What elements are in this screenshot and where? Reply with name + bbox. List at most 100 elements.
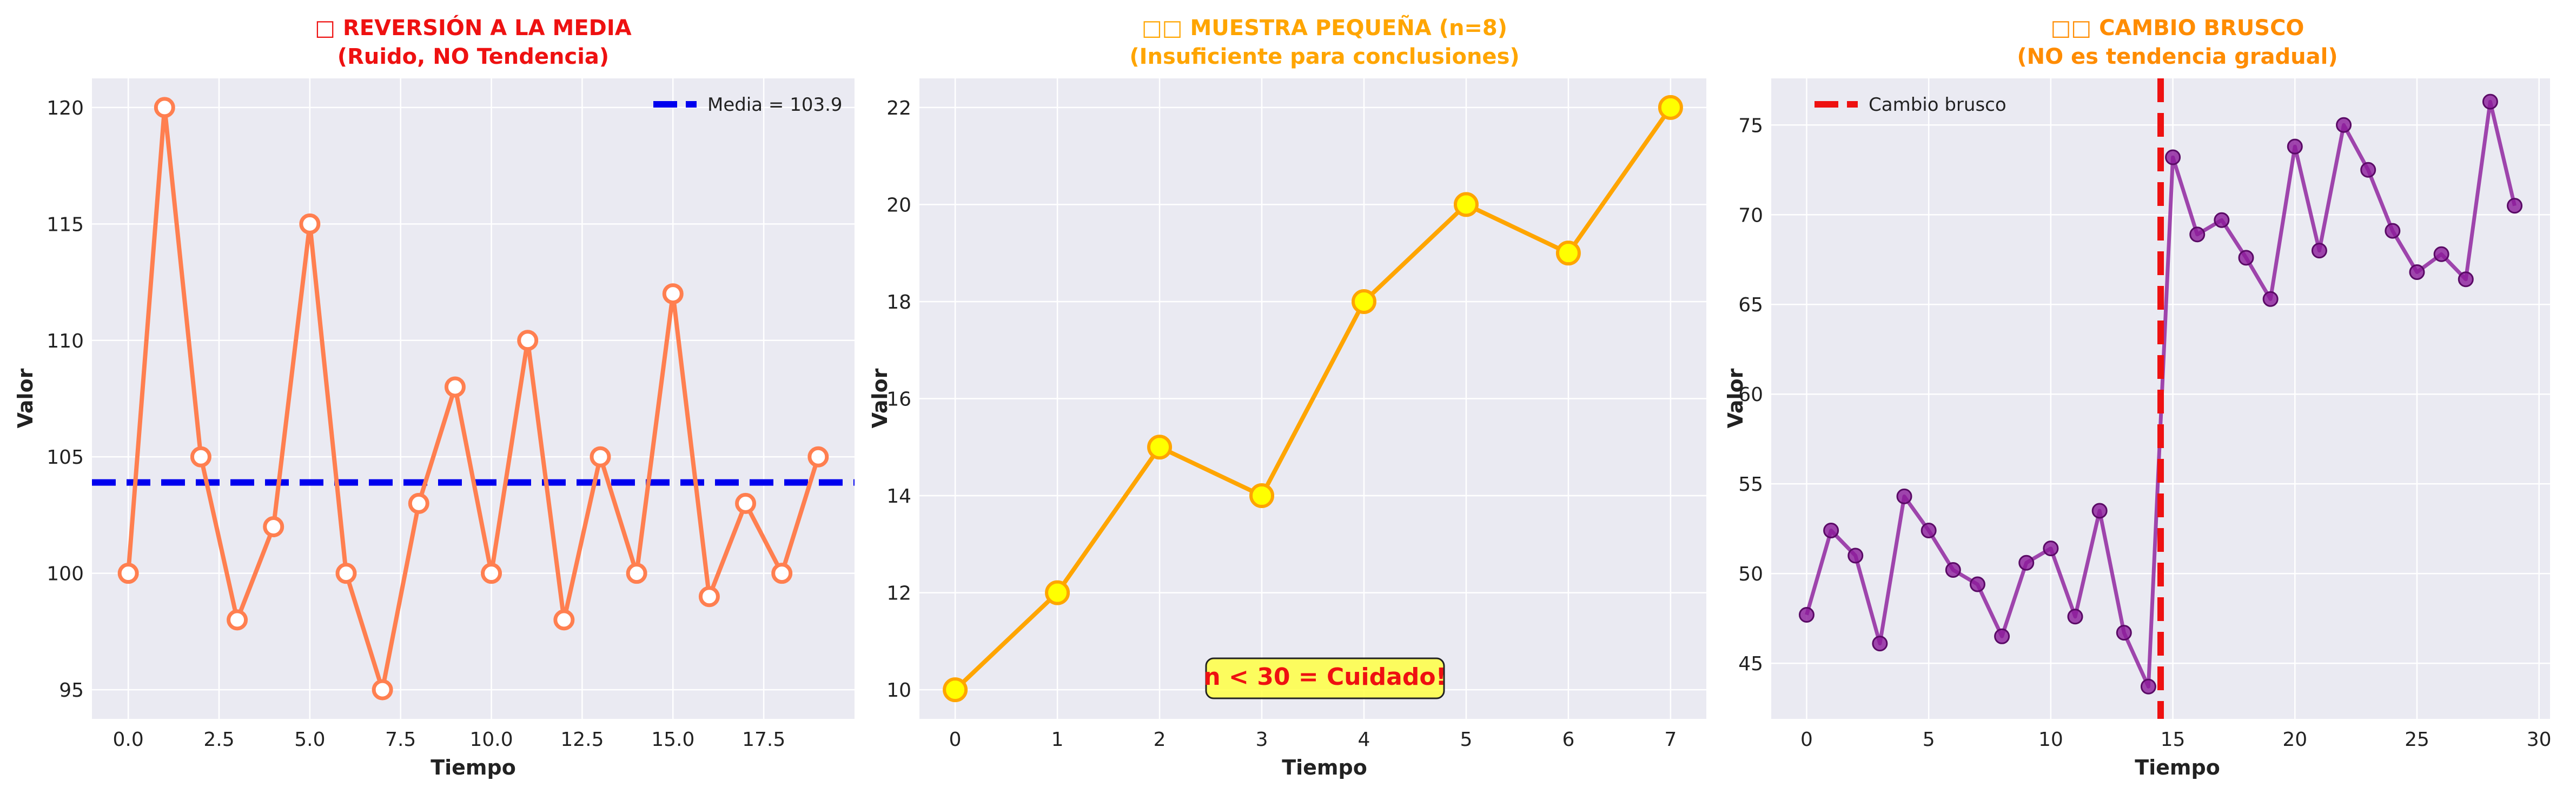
data-point bbox=[2287, 138, 2303, 155]
x-tick-label: 2 bbox=[1154, 729, 1166, 751]
data-point bbox=[1896, 488, 1912, 504]
x-tick-label: 1 bbox=[1051, 729, 1064, 751]
data-point bbox=[1847, 548, 1864, 564]
x-tick-label: 10 bbox=[2038, 729, 2063, 751]
panel-1-legend: Media = 103.9 bbox=[653, 94, 843, 116]
data-point bbox=[2189, 226, 2206, 243]
panel-mean-reversion: □ REVERSIÓN A LA MEDIA (Ruido, NO Tenden… bbox=[14, 15, 855, 779]
panel-1-grid bbox=[92, 78, 855, 719]
data-point bbox=[943, 677, 968, 703]
data-point bbox=[2091, 503, 2108, 519]
data-point bbox=[408, 492, 429, 514]
x-tick-label: 2.5 bbox=[203, 729, 234, 751]
x-tick-label: 0 bbox=[949, 729, 962, 751]
data-point bbox=[481, 563, 502, 584]
panel-1-ticks: 0.0 2.5 5.0 7.5 10.0 12.5 15.0 17.5 95 100 105 110 1… bbox=[47, 97, 785, 751]
data-point bbox=[1798, 606, 1815, 623]
panel-2-annotation-box bbox=[1205, 657, 1445, 699]
panel-1-title-line1: □ REVERSIÓN A LA MEDIA bbox=[315, 15, 631, 41]
panel-3-legend-label: Cambio brusco bbox=[1869, 94, 2007, 116]
panel-3-ticks: 0 5 10 15 20 25 30 45 50 55 60 65 70 75 bbox=[1738, 115, 2551, 751]
data-point bbox=[590, 446, 611, 468]
y-tick-label: 18 bbox=[886, 291, 911, 313]
panel-2-grid bbox=[919, 78, 1706, 719]
panel-1-y-axis-label: Valor bbox=[14, 368, 37, 428]
data-point bbox=[1249, 483, 1275, 509]
data-point bbox=[1921, 522, 1937, 538]
panel-2-x-axis-label: Tiempo bbox=[1282, 756, 1367, 779]
y-tick-label: 95 bbox=[59, 679, 84, 702]
y-tick-label: 55 bbox=[1738, 473, 1763, 496]
data-point bbox=[1147, 435, 1173, 460]
y-tick-label: 45 bbox=[1738, 653, 1763, 675]
data-point bbox=[698, 586, 720, 608]
y-tick-label: 10 bbox=[886, 679, 911, 702]
panel-2-y-axis-label: Valor bbox=[868, 368, 892, 428]
data-point bbox=[2238, 250, 2254, 266]
panel-sudden-change: □□ CAMBIO BRUSCO (NO es tendencia gradua… bbox=[1724, 16, 2552, 779]
data-point bbox=[2262, 291, 2279, 307]
panel-small-sample: □□ MUESTRA PEQUEÑA (n=8) (Insuficiente p… bbox=[868, 15, 1706, 779]
data-point bbox=[2507, 198, 2523, 214]
data-point bbox=[1045, 580, 1070, 605]
data-point bbox=[1872, 636, 1888, 652]
x-tick-label: 4 bbox=[1358, 729, 1370, 751]
data-point bbox=[2409, 264, 2425, 280]
panel-3-y-axis-label: Valor bbox=[1724, 368, 1747, 428]
data-point bbox=[1658, 95, 1683, 120]
panel-3-x-axis-label: Tiempo bbox=[2135, 756, 2220, 779]
x-tick-label: 17.5 bbox=[742, 729, 785, 751]
data-point bbox=[2336, 117, 2352, 133]
data-point bbox=[2165, 149, 2181, 165]
x-tick-label: 15.0 bbox=[651, 729, 694, 751]
panel-2-series bbox=[943, 95, 1683, 703]
data-point bbox=[2214, 212, 2230, 228]
data-point bbox=[1994, 628, 2010, 644]
data-point bbox=[2067, 609, 2083, 625]
panel-2-title-line2: (Insuficiente para conclusiones) bbox=[1129, 44, 1519, 69]
data-point bbox=[2311, 243, 2327, 259]
panel-3-series bbox=[1798, 94, 2523, 695]
data-point bbox=[154, 97, 175, 118]
x-tick-label: 20 bbox=[2282, 729, 2307, 751]
panel-1-plot-area bbox=[92, 78, 855, 719]
x-tick-label: 12.5 bbox=[560, 729, 604, 751]
data-point bbox=[2482, 94, 2498, 110]
panel-1-legend-label: Media = 103.9 bbox=[707, 94, 843, 116]
series-line bbox=[126, 105, 820, 692]
y-tick-label: 65 bbox=[1738, 294, 1763, 316]
y-tick-label: 50 bbox=[1738, 563, 1763, 585]
data-point bbox=[444, 376, 466, 398]
panel-1-series bbox=[117, 97, 829, 700]
y-tick-label: 14 bbox=[886, 485, 911, 508]
data-point bbox=[2140, 678, 2156, 695]
y-tick-label: 20 bbox=[886, 194, 911, 216]
x-tick-label: 7.5 bbox=[385, 729, 416, 751]
x-tick-label: 5 bbox=[1460, 729, 1472, 751]
data-point bbox=[807, 446, 829, 468]
data-point bbox=[2116, 625, 2132, 641]
y-tick-label: 75 bbox=[1738, 115, 1763, 137]
data-point bbox=[372, 679, 393, 700]
y-tick-label: 16 bbox=[886, 389, 911, 411]
data-point bbox=[1969, 576, 1985, 592]
panel-1-title-line2: (Ruido, NO Tendencia) bbox=[337, 44, 609, 69]
x-tick-label: 30 bbox=[2527, 729, 2552, 751]
data-point bbox=[2385, 223, 2401, 239]
data-point bbox=[626, 563, 647, 584]
data-point bbox=[2018, 555, 2035, 571]
y-tick-label: 22 bbox=[886, 97, 911, 119]
x-tick-label: 10.0 bbox=[469, 729, 513, 751]
x-tick-label: 15 bbox=[2161, 729, 2186, 751]
y-tick-label: 70 bbox=[1738, 204, 1763, 226]
x-tick-label: 3 bbox=[1256, 729, 1268, 751]
x-tick-label: 6 bbox=[1562, 729, 1574, 751]
y-tick-label: 60 bbox=[1738, 384, 1763, 406]
data-point bbox=[2043, 541, 2059, 557]
panel-1-x-axis-label: Tiempo bbox=[431, 756, 516, 779]
data-point bbox=[299, 213, 321, 235]
data-point bbox=[735, 492, 757, 514]
panel-2-annotation: n < 30 = Cuidado! bbox=[1203, 657, 1447, 699]
y-tick-label: 100 bbox=[47, 563, 84, 585]
